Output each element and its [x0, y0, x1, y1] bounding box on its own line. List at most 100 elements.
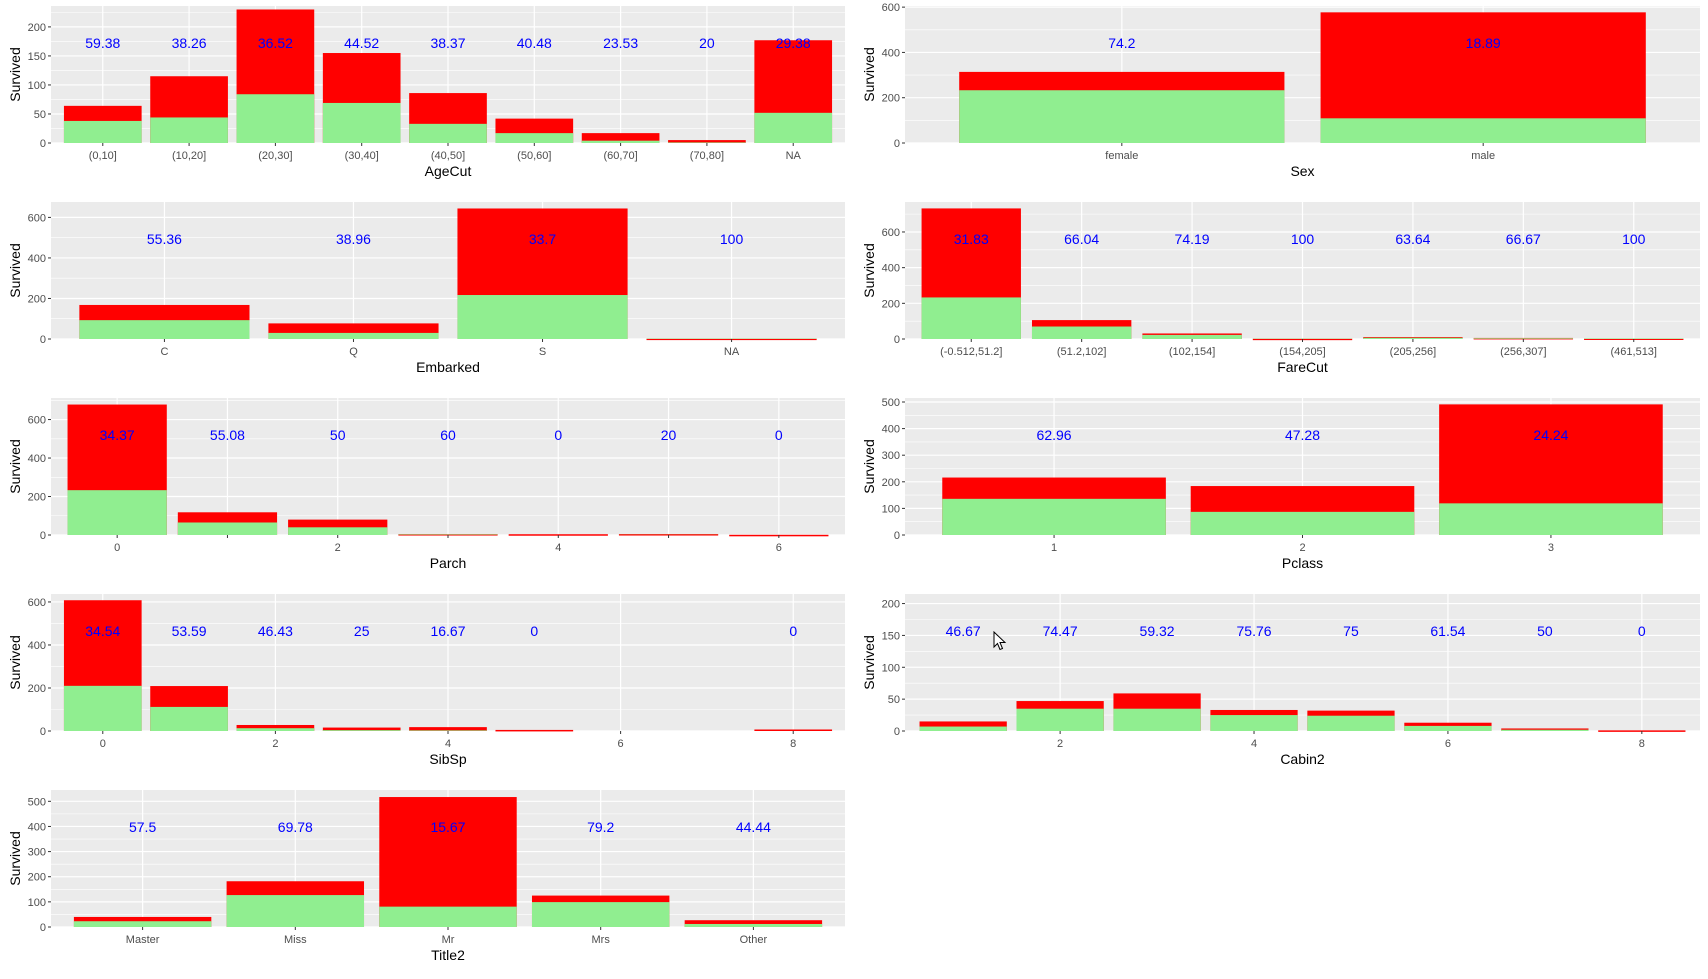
- x-tick-label: Q: [349, 346, 358, 358]
- x-tick-label: (70,80]: [690, 150, 724, 162]
- x-tick-label: 8: [790, 738, 796, 750]
- chart-panel-farecut: 0 200 400 600 31.83 66.04 74.19 100 63.64 66.67 10…: [861, 202, 1700, 375]
- y-tick-label: 200: [28, 22, 46, 34]
- y-tick-label: 0: [40, 530, 46, 542]
- percent-label: 36.52: [258, 35, 293, 51]
- percent-label: 55.08: [210, 427, 245, 443]
- y-tick-label: 200: [28, 492, 46, 504]
- y-tick-label: 200: [28, 683, 46, 695]
- percent-label: 46.43: [258, 623, 293, 639]
- bar-survived: [1501, 729, 1589, 731]
- y-tick-label: 200: [28, 872, 46, 884]
- percent-label: 0: [554, 427, 562, 443]
- bar-survived: [1210, 715, 1298, 731]
- bar-survived: [921, 297, 1021, 339]
- x-tick-label: male: [1471, 150, 1495, 162]
- bar-survived: [754, 112, 833, 143]
- x-tick-label: female: [1105, 150, 1138, 162]
- x-tick-label: 3: [1548, 542, 1554, 554]
- bar-survived: [1404, 725, 1492, 731]
- x-tick-label: Miss: [284, 934, 307, 946]
- y-axis-title: Survived: [861, 243, 877, 297]
- x-axis-title: Parch: [430, 555, 467, 571]
- percent-label: 0: [530, 623, 538, 639]
- x-axis-title: Embarked: [416, 359, 480, 375]
- y-tick-label: 300: [882, 450, 900, 462]
- y-tick-label: 200: [882, 599, 900, 611]
- x-tick-label: (461,513]: [1611, 346, 1657, 358]
- bar-survived: [268, 332, 439, 339]
- x-tick-label: 6: [1445, 738, 1451, 750]
- bar-survived: [236, 728, 315, 731]
- percent-label: 44.52: [344, 35, 379, 51]
- chart-panel-agecut: 0 50 100 150 200 59.38 38.26 36.52 44.52 38.37 40.…: [7, 6, 845, 179]
- percent-label: 15.67: [430, 819, 465, 835]
- percent-label: 60: [440, 427, 456, 443]
- x-axis-title: Sex: [1290, 163, 1314, 179]
- percent-label: 40.48: [517, 35, 552, 51]
- x-tick-label: 0: [100, 738, 106, 750]
- x-tick-label: Other: [740, 934, 768, 946]
- x-tick-label: 2: [335, 542, 341, 554]
- bar-survived: [226, 895, 365, 927]
- percent-label: 59.32: [1140, 623, 1175, 639]
- x-axis-title: FareCut: [1277, 359, 1328, 375]
- percent-label: 66.67: [1506, 231, 1541, 247]
- y-tick-label: 0: [40, 922, 46, 934]
- bar-survived: [581, 140, 660, 143]
- bar-survived: [1307, 715, 1395, 731]
- y-tick-label: 0: [894, 334, 900, 346]
- x-tick-label: 4: [555, 542, 561, 554]
- y-tick-label: 200: [28, 293, 46, 305]
- x-tick-label: (51.2,102]: [1057, 346, 1107, 358]
- bar-survived: [73, 921, 212, 927]
- y-axis-title: Survived: [7, 635, 23, 689]
- x-tick-label: (205,256]: [1390, 346, 1436, 358]
- x-tick-label: (10,20]: [172, 150, 206, 162]
- x-axis-title: SibSp: [429, 751, 467, 767]
- y-tick-label: 100: [28, 80, 46, 92]
- bar-survived: [1016, 708, 1104, 731]
- y-axis-title: Survived: [861, 47, 877, 101]
- y-tick-label: 600: [28, 597, 46, 609]
- bar-died: [409, 727, 487, 731]
- percent-label: 75: [1343, 623, 1359, 639]
- percent-label: 74.19: [1175, 231, 1210, 247]
- x-tick-label: 1: [1051, 542, 1057, 554]
- percent-label: 79.2: [587, 819, 614, 835]
- y-tick-label: 200: [882, 93, 900, 105]
- y-tick-label: 0: [894, 726, 900, 738]
- chart-panel-embarked: 0 200 400 600 55.36 38.96 33.7 100 C Q S NA Embarked…: [7, 202, 845, 375]
- bar-survived: [959, 90, 1285, 143]
- bar-survived: [1363, 337, 1463, 339]
- x-axis-title: Cabin2: [1280, 751, 1325, 767]
- percent-label: 18.89: [1466, 35, 1501, 51]
- y-tick-label: 0: [894, 530, 900, 542]
- percent-label: 74.47: [1043, 623, 1078, 639]
- bar-survived: [398, 534, 498, 535]
- percent-label: 0: [775, 427, 783, 443]
- y-tick-label: 0: [894, 138, 900, 150]
- percent-label: 38.26: [172, 35, 207, 51]
- bar-survived: [1113, 708, 1201, 731]
- y-tick-label: 0: [40, 138, 46, 150]
- y-tick-label: 100: [882, 662, 900, 674]
- y-tick-label: 600: [28, 415, 46, 427]
- percent-label: 100: [720, 231, 744, 247]
- y-axis-title: Survived: [861, 439, 877, 493]
- y-tick-label: 150: [28, 51, 46, 63]
- x-tick-label: 6: [776, 542, 782, 554]
- percent-label: 50: [1537, 623, 1553, 639]
- x-tick-label: (256,307]: [1500, 346, 1546, 358]
- y-tick-label: 400: [882, 47, 900, 59]
- percent-label: 44.44: [736, 819, 771, 835]
- bar-survived: [1031, 326, 1132, 339]
- chart-panel-sibsp: 0 200 400 600 34.54 53.59 46.43 25 16.67 0 0 0 2 4 6 8 S…: [7, 594, 845, 767]
- bar-survived: [379, 906, 517, 927]
- percent-label: 53.59: [172, 623, 207, 639]
- x-tick-label: 8: [1639, 738, 1645, 750]
- y-tick-label: 400: [28, 640, 46, 652]
- bar-survived: [150, 117, 228, 143]
- bar-survived: [1190, 511, 1415, 535]
